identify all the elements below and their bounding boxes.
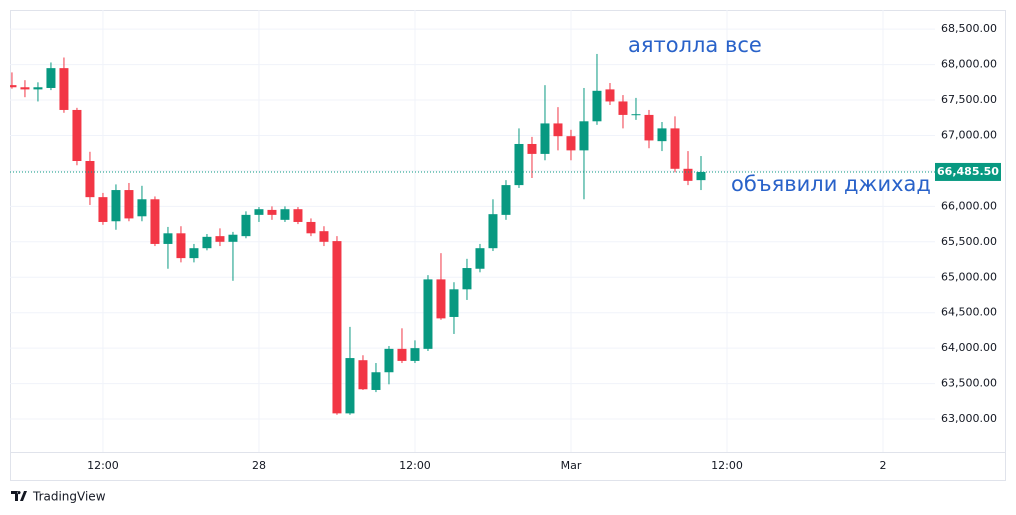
candle-body — [241, 214, 251, 237]
candle-body — [592, 90, 602, 122]
candle-body — [501, 185, 511, 215]
candle-body — [553, 123, 563, 137]
candle-body — [423, 279, 433, 349]
brand-name: TradingView — [32, 490, 106, 504]
y-tick-label: 68,000.00 — [941, 58, 997, 71]
candle-body — [618, 101, 628, 115]
y-tick-label: 63,000.00 — [941, 412, 997, 425]
y-tick-label: 67,000.00 — [941, 128, 997, 141]
candle-body — [306, 221, 316, 234]
candle-body — [657, 128, 667, 142]
candle-body — [514, 143, 524, 186]
candle-body — [33, 87, 43, 90]
candle-body — [319, 231, 329, 242]
candle-body — [371, 372, 381, 390]
candle-body — [488, 214, 498, 249]
last-price-label: 66,485.50 — [937, 165, 999, 178]
frame — [10, 10, 1006, 481]
candle-body — [358, 360, 368, 390]
candle-body — [59, 68, 69, 110]
y-tick-label: 65,000.00 — [941, 270, 997, 283]
candles — [10, 53, 706, 415]
candle-body — [10, 85, 17, 88]
x-tick-label: 12:00 — [87, 459, 119, 472]
candle-body — [176, 233, 186, 259]
candle-body — [579, 121, 589, 151]
last-price-box — [935, 162, 1001, 181]
candle-body — [124, 190, 134, 219]
candle-body — [150, 199, 160, 244]
candle-body — [345, 358, 355, 414]
y-tick-label: 65,500.00 — [941, 235, 997, 248]
candle-body — [462, 268, 472, 290]
candle-body — [475, 248, 485, 269]
candle-body — [540, 123, 550, 154]
x-tick-label: 2 — [879, 459, 886, 472]
candle-body — [72, 109, 82, 161]
candle-body — [644, 114, 654, 141]
candle-body — [670, 128, 680, 169]
candle-body — [202, 236, 212, 249]
candle-body — [384, 348, 394, 373]
candle-body — [410, 348, 420, 361]
candle-body — [696, 171, 706, 181]
y-tick-label: 64,000.00 — [941, 341, 997, 354]
brand-logo — [11, 491, 27, 501]
y-tick-label: 63,500.00 — [941, 377, 997, 390]
candle-body — [397, 348, 407, 361]
candle-body — [137, 199, 147, 217]
annotation: объявили джихад — [731, 172, 931, 196]
candle-body — [228, 234, 238, 242]
candle-body — [683, 168, 693, 181]
candle-body — [267, 209, 277, 215]
candle-body — [449, 289, 459, 317]
candle-body — [46, 68, 56, 88]
x-tick-label: Mar — [561, 459, 582, 472]
x-tick-label: 12:00 — [711, 459, 743, 472]
x-tick-label: 12:00 — [399, 459, 431, 472]
candle-body — [293, 209, 303, 222]
y-tick-label: 67,500.00 — [941, 93, 997, 106]
candle-body — [215, 236, 225, 242]
candle-body — [332, 241, 342, 414]
y-tick-label: 66,000.00 — [941, 199, 997, 212]
candle-body — [566, 136, 576, 151]
candle-body — [631, 114, 641, 116]
candle-body — [527, 143, 537, 154]
candle-body — [605, 89, 615, 102]
y-tick-label: 64,500.00 — [941, 306, 997, 319]
annotation: аятолла все — [628, 33, 762, 57]
candle-body — [85, 160, 95, 198]
candle-body — [98, 197, 108, 222]
candle-body — [280, 209, 290, 220]
candle-body — [254, 209, 264, 215]
candle-body — [436, 279, 446, 319]
candle-body — [20, 87, 30, 90]
candle-body — [111, 190, 121, 222]
y-tick-label: 68,500.00 — [941, 22, 997, 35]
grid — [10, 10, 935, 452]
candle-body — [189, 248, 199, 259]
candle-body — [163, 233, 173, 244]
x-tick-label: 28 — [252, 459, 266, 472]
